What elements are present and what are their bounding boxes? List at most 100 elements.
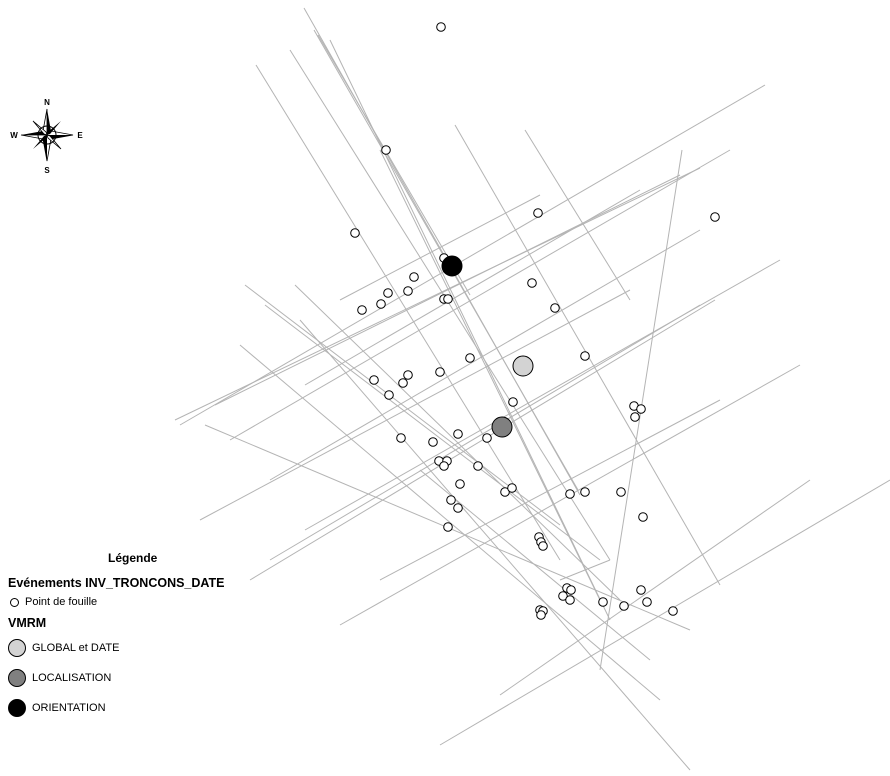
point-fouille [439, 461, 449, 471]
troncon-line [214, 174, 681, 406]
point-fouille [538, 541, 548, 551]
point-fouille [453, 503, 463, 513]
troncon-line [317, 34, 471, 296]
troncon-line [179, 84, 766, 426]
point-fouille [636, 585, 646, 595]
point-fouille [473, 461, 483, 471]
legend-item-global: GLOBAL et DATE [8, 639, 119, 657]
troncon-line [304, 259, 781, 531]
point-fouille [710, 212, 720, 222]
troncon-line [329, 39, 611, 621]
troncon-line [269, 304, 701, 561]
point-fouille [500, 487, 510, 497]
point-fouille [642, 597, 652, 607]
troncon-line [255, 64, 561, 561]
point-fouille [350, 228, 360, 238]
global-date-icon [8, 639, 26, 657]
point-fouille [638, 512, 648, 522]
troncon-line [499, 479, 811, 696]
troncon-line [199, 289, 631, 521]
point-fouille [403, 286, 413, 296]
point-fouille [527, 278, 537, 288]
vmrm-global-date-point [512, 355, 534, 377]
point-fouille [668, 606, 678, 616]
legend-label-point-fouille: Point de fouille [25, 596, 98, 608]
point-fouille [558, 591, 568, 601]
compass-e: E [77, 131, 83, 140]
vmrm-localisation-point [491, 416, 513, 438]
point-fouille [598, 597, 608, 607]
troncon-line [269, 229, 701, 481]
point-fouille [453, 429, 463, 439]
troncon-line [289, 49, 611, 561]
point-fouille [482, 433, 492, 443]
point-fouille [565, 595, 575, 605]
point-fouille [616, 487, 626, 497]
point-fouille [443, 294, 453, 304]
troncon-line [174, 167, 701, 421]
point-fouille [409, 272, 419, 282]
point-fouille [428, 437, 438, 447]
point-fouille [455, 479, 465, 489]
point-fouille [619, 601, 629, 611]
legend-layer1-title: Evénements INV_TRONCONS_DATE [8, 576, 225, 590]
point-fouille [381, 145, 391, 155]
compass-s: S [44, 166, 50, 175]
point-fouille [384, 390, 394, 400]
point-fouille [357, 305, 367, 315]
troncon-line [299, 319, 691, 771]
vmrm-orientation-point [441, 255, 463, 277]
point-fouille [630, 412, 640, 422]
point-fouille [565, 489, 575, 499]
point-fouille [636, 404, 646, 414]
troncon-line [239, 344, 661, 701]
point-fouille [580, 487, 590, 497]
legend-item-orientation: ORIENTATION [8, 699, 106, 717]
point-fouille [436, 22, 446, 32]
vmrm-points [441, 255, 534, 438]
troncon-line [379, 399, 721, 581]
troncon-line [249, 299, 716, 581]
point-fouille [536, 610, 546, 620]
troncon-line [264, 304, 601, 561]
compass-n: N [44, 98, 50, 107]
point-fouille [383, 288, 393, 298]
orientation-icon [8, 699, 26, 717]
point-fouille [533, 208, 543, 218]
troncon-lines [174, 7, 890, 771]
point-fouille [435, 367, 445, 377]
point-fouille [376, 299, 386, 309]
point-fouille [550, 303, 560, 313]
compass-rose-icon: N S E W [10, 98, 83, 175]
troncon-line [439, 479, 890, 746]
troncon-line [419, 469, 651, 661]
point-fouille [465, 353, 475, 363]
fouille-points [350, 22, 720, 620]
legend-label-orientation: ORIENTATION [32, 702, 106, 714]
troncon-line [524, 129, 631, 301]
troncon-line [294, 284, 621, 601]
point-fouille [443, 522, 453, 532]
legend-item-point-fouille: Point de fouille [8, 596, 97, 608]
troncon-line [559, 559, 611, 581]
compass-w: W [10, 131, 18, 140]
point-fouille-icon [10, 597, 19, 607]
legend-title: Légende [108, 551, 158, 565]
troncon-line [379, 149, 601, 601]
legend-label-localisation: LOCALISATION [32, 672, 112, 684]
point-fouille [508, 397, 518, 407]
point-fouille [369, 375, 379, 385]
troncon-line [229, 149, 731, 441]
legend-layer2-title: VMRM [8, 616, 47, 630]
point-fouille [446, 495, 456, 505]
legend-label-global: GLOBAL et DATE [32, 642, 120, 654]
troncon-line [339, 194, 541, 301]
point-fouille [396, 433, 406, 443]
point-fouille [566, 585, 576, 595]
troncon-line [244, 284, 561, 526]
point-fouille [580, 351, 590, 361]
legend-item-localisation: LOCALISATION [8, 669, 111, 687]
point-fouille [398, 378, 408, 388]
point-fouille [507, 483, 517, 493]
